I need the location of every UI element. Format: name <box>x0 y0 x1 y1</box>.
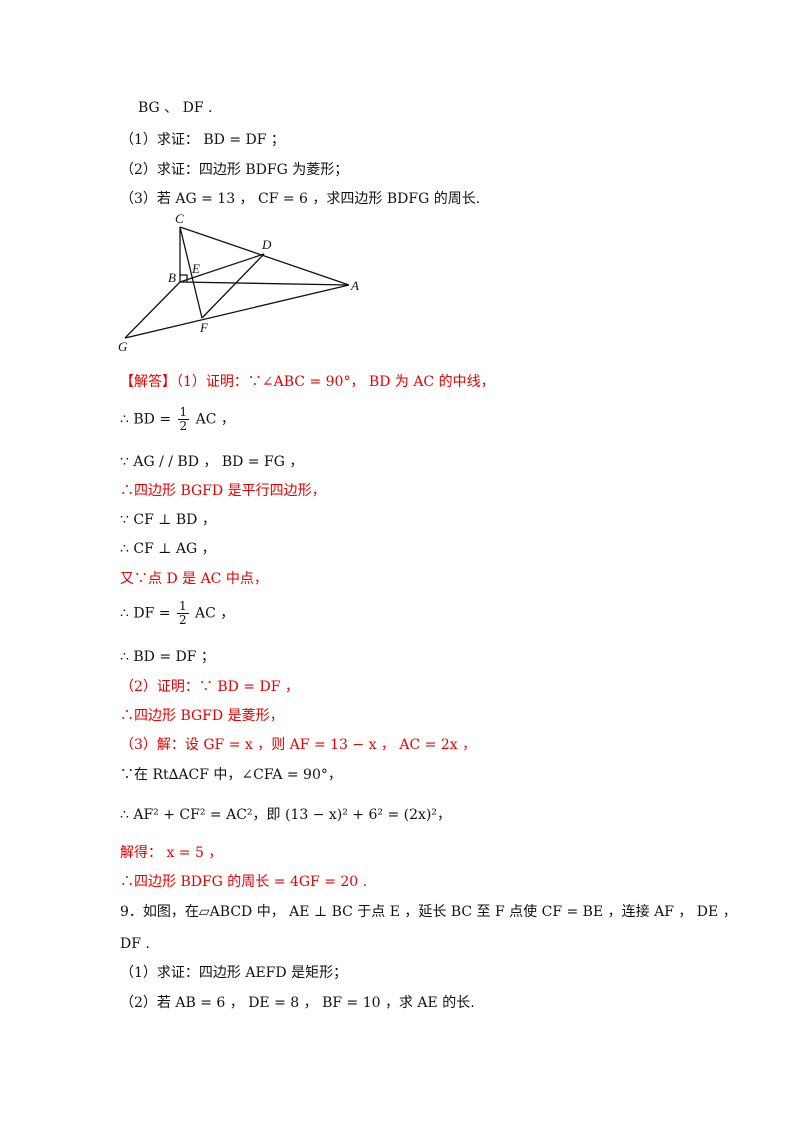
solution-line8-pre: ∴ DF = <box>120 605 171 622</box>
label-C: C <box>175 211 184 226</box>
segment-FD <box>201 253 265 319</box>
solution-line5: ∵ CF ⊥ BD ， <box>120 512 216 528</box>
segment-CF <box>179 226 203 319</box>
fraction-denominator: 2 <box>178 613 187 627</box>
solution-line8: ∴ DF = 1 2 AC ， <box>120 600 234 627</box>
solution-line12: （3）解：设 GF = x ，则 AF = 13 − x ， AC = 2x ， <box>120 737 477 753</box>
segment-BD <box>179 253 265 283</box>
solution-line7: 又∵点 D 是 AC 中点， <box>120 571 268 587</box>
segment-GB <box>124 281 181 339</box>
fraction-denominator: 2 <box>179 419 188 433</box>
solution-line2-pre: ∴ BD = <box>120 411 172 428</box>
solution-line6: ∴ CF ⊥ AG ， <box>120 541 216 557</box>
problem9-question2: （2）若 AB = 6 ， DE = 8 ， BF = 10 ，求 AE 的长. <box>120 995 475 1011</box>
segment-GA <box>124 284 350 339</box>
problem8-line1: BG 、 DF . <box>138 100 213 116</box>
fraction-half: 1 2 <box>176 599 189 627</box>
segment-BA <box>179 281 350 286</box>
segment-CA <box>179 226 350 286</box>
solution-line14: ∴ AF² + CF² = AC²，即 (13 − x)² + 6² = (2x… <box>120 807 451 823</box>
label-E: E <box>191 261 200 276</box>
right-angle-mark <box>180 274 188 282</box>
solution-line11: ∴四边形 BGFD 是菱形， <box>120 708 284 724</box>
solution-line1: 【解答】（1）证明：∵∠ABC = 90°， BD 为 AC 的中线， <box>120 374 495 390</box>
solution-line8-post: AC ， <box>195 605 235 622</box>
fraction-half: 1 2 <box>177 405 190 433</box>
solution-line2: ∴ BD = 1 2 AC ， <box>120 406 235 433</box>
label-D: D <box>261 237 272 252</box>
problem9-question1: （1）求证：四边形 AEFD 是矩形； <box>120 965 348 981</box>
problem8-question2: （2）求证：四边形 BDFG 为菱形； <box>120 162 349 178</box>
fraction-numerator: 1 <box>177 405 190 420</box>
solution-line10: （2）证明：∵ BD = DF ， <box>120 679 299 695</box>
label-F: F <box>199 320 209 335</box>
problem8-question3: （3）若 AG = 13 ， CF = 6 ，求四边形 BDFG 的周长. <box>120 191 481 207</box>
solution-line15: 解得： x = 5 ， <box>120 845 223 861</box>
solution-line4: ∴四边形 BGFD 是平行四边形， <box>120 483 326 499</box>
solution-line13: ∵在 Rt∆ACF 中，∠CFA = 90°， <box>120 767 342 783</box>
solution-line16: ∴四边形 BDFG 的周长 = 4GF = 20 . <box>120 874 368 890</box>
solution-line2-post: AC ， <box>195 411 235 428</box>
label-B: B <box>168 270 176 285</box>
geometry-figure: C D B E A F G <box>118 211 359 354</box>
solution-line3: ∵ AG / / BD ， BD = FG ， <box>120 454 304 470</box>
label-G: G <box>118 339 128 354</box>
solution-line9: ∴ BD = DF ； <box>120 649 215 665</box>
problem9-line2: DF . <box>120 936 150 952</box>
problem9-line1: 9．如图，在▱ABCD 中， AE ⊥ BC 于点 E ，延长 BC 至 F 点… <box>120 904 737 920</box>
problem8-question1: （1）求证： BD = DF ； <box>120 132 285 148</box>
label-A: A <box>350 278 359 293</box>
fraction-numerator: 1 <box>176 599 189 614</box>
